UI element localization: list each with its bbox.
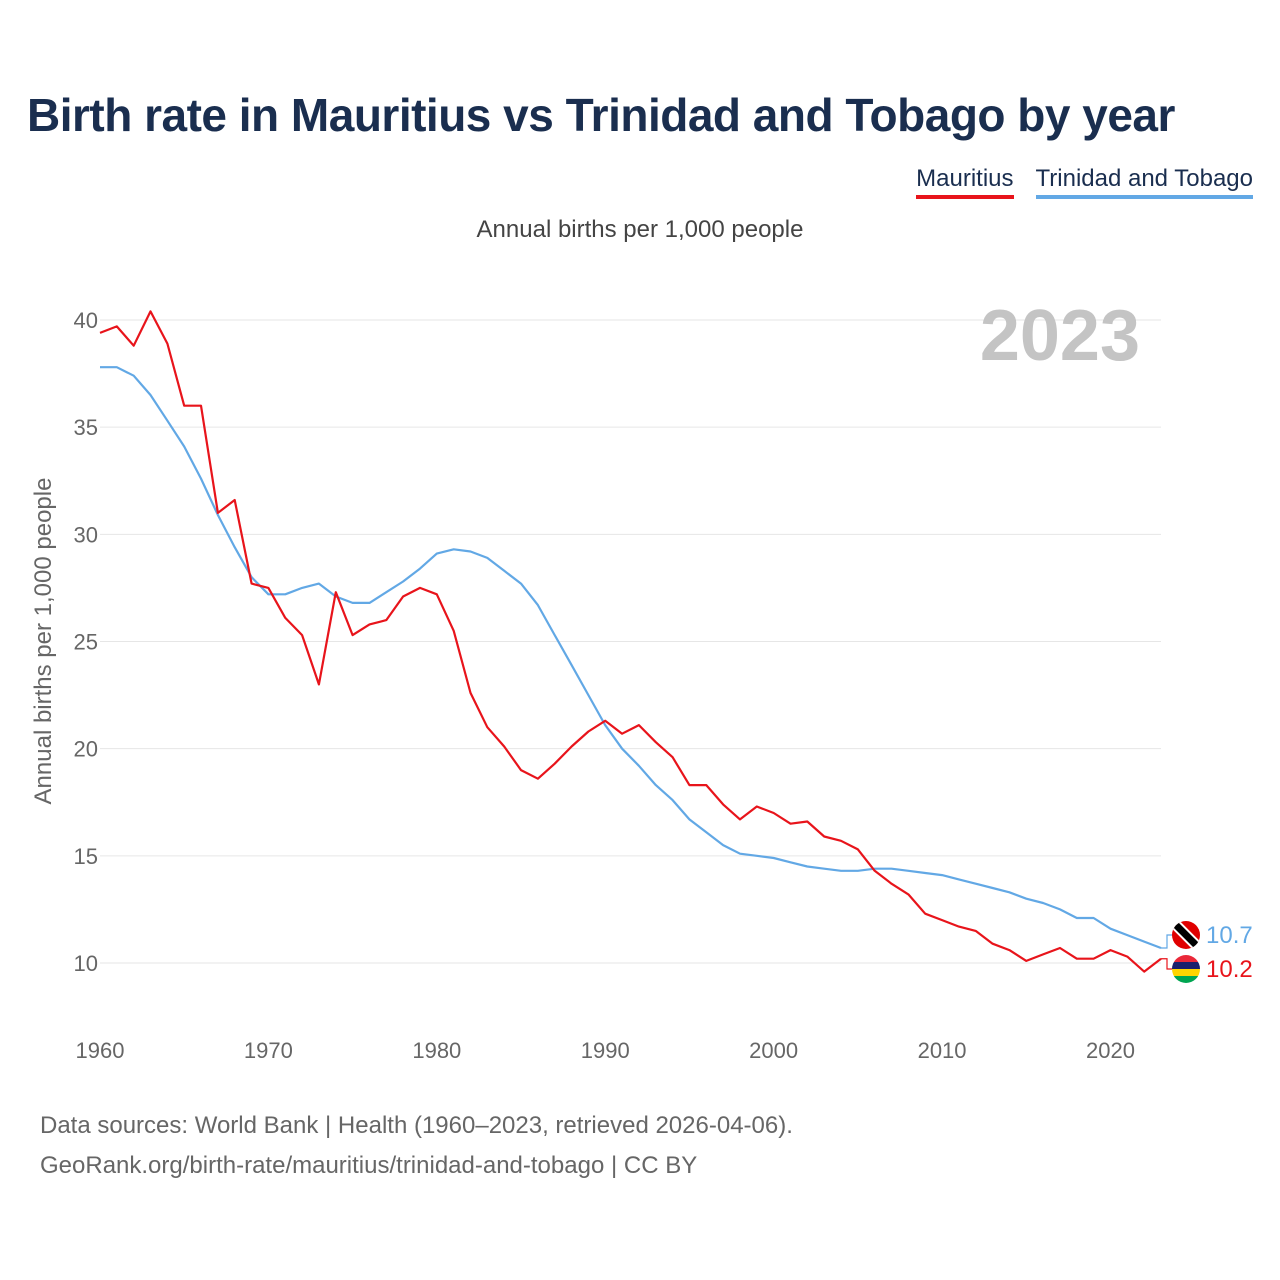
y-axis-label: Annual births per 1,000 people: [30, 478, 57, 805]
chart-legend: Mauritius Trinidad and Tobago: [916, 165, 1253, 199]
x-tick-1990: 1990: [581, 1038, 630, 1063]
y-tick-40: 40: [74, 308, 98, 333]
grid-lines: [100, 319, 1161, 964]
end-label-mauritius: 10.2: [1206, 956, 1253, 983]
x-tick-1960: 1960: [76, 1038, 125, 1063]
footer-sources: Data sources: World Bank | Health (1960–…: [40, 1112, 793, 1139]
x-axis-ticks: 1960 1970 1980 1990 2000 2010 2020: [76, 1038, 1135, 1063]
chart-footer: Data sources: World Bank | Health (1960–…: [40, 1106, 793, 1186]
series-end-labels: 10.7 10.2: [1161, 921, 1253, 983]
x-tick-2020: 2020: [1086, 1038, 1135, 1063]
connector-mauritius: [1161, 958, 1174, 970]
series-line-trinidad-and-tobago[interactable]: [100, 366, 1162, 950]
y-tick-10: 10: [74, 951, 98, 976]
connector-trinidad-and-tobago: [1161, 934, 1174, 949]
x-tick-1980: 1980: [412, 1038, 461, 1063]
chart-subtitle: Annual births per 1,000 people: [476, 216, 804, 243]
end-label-trinidad-and-tobago: 10.7: [1206, 922, 1253, 949]
y-tick-30: 30: [74, 522, 98, 547]
y-tick-25: 25: [74, 630, 98, 655]
series-lines: [99, 310, 1162, 973]
flag-trinidad-and-tobago-icon: [1172, 921, 1200, 949]
y-tick-35: 35: [74, 415, 98, 440]
y-tick-20: 20: [74, 737, 98, 762]
legend-item-mauritius[interactable]: Mauritius: [916, 165, 1014, 199]
y-axis-ticks: 10 15 20 25 30 35 40: [74, 308, 98, 976]
year-marker: 2023: [980, 296, 1140, 376]
series-line-mauritius[interactable]: [99, 310, 1162, 973]
x-tick-2010: 2010: [918, 1038, 967, 1063]
flag-mauritius-icon: [1172, 955, 1200, 983]
x-tick-1970: 1970: [244, 1038, 293, 1063]
legend-item-trinidad-and-tobago[interactable]: Trinidad and Tobago: [1035, 165, 1253, 199]
x-tick-2000: 2000: [749, 1038, 798, 1063]
footer-attribution[interactable]: GeoRank.org/birth-rate/mauritius/trinida…: [40, 1152, 698, 1179]
page-title: Birth rate in Mauritius vs Trinidad and …: [27, 89, 1175, 141]
y-tick-15: 15: [74, 844, 98, 869]
